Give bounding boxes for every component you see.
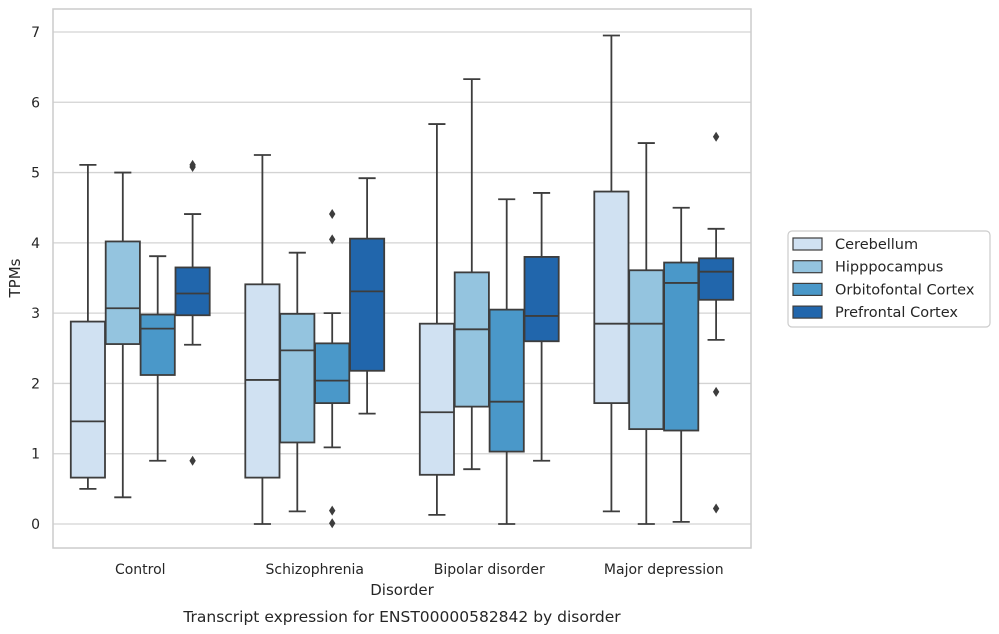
legend: Cerebellum Hipppocampus Orbitofontal Corte… [787, 230, 991, 328]
box-prefrontal-cortex [174, 159, 211, 466]
box [593, 190, 630, 405]
box-prefrontal-cortex [349, 177, 386, 415]
y-tick-label: 0 [31, 517, 40, 533]
series-group [104, 78, 665, 525]
legend-label: Orbitofontal Cortex [835, 282, 975, 298]
box-plot-area [69, 34, 735, 529]
box-orbitofontal-cortex [488, 198, 525, 525]
box-hipppocampus [104, 171, 141, 499]
legend-swatch [792, 282, 823, 296]
outlier-point [329, 518, 336, 529]
outlier-point [712, 386, 720, 397]
y-tick-label: 2 [31, 376, 40, 392]
box [69, 320, 106, 479]
chart-caption: Transcript expression for ENST0000058284… [182, 608, 621, 626]
box-prefrontal-cortex [698, 131, 735, 514]
box [139, 313, 176, 376]
legend-swatch [792, 237, 823, 251]
x-axis-label: Disorder [370, 581, 434, 599]
y-tick-label: 3 [31, 306, 40, 322]
box-cerebellum [69, 163, 106, 490]
series-group [69, 34, 630, 525]
box [349, 237, 386, 372]
y-axis-ticks: 0 1 2 3 4 5 6 7 [31, 25, 40, 533]
x-tick-label: Bipolar disorder [434, 562, 545, 578]
box-prefrontal-cortex [523, 192, 560, 462]
outlier-point [189, 455, 196, 466]
y-tick-label: 5 [31, 166, 40, 182]
x-tick-label: Schizophrenia [266, 562, 364, 578]
box-cerebellum [593, 34, 630, 513]
box-cerebellum [244, 154, 281, 525]
box [174, 266, 211, 317]
outlier-point [712, 503, 720, 514]
box-hipppocampus [279, 251, 316, 513]
box-cerebellum [418, 123, 455, 516]
box [698, 257, 735, 301]
box-orbitofontal-cortex [139, 255, 176, 462]
grid-lines [53, 31, 751, 525]
box [453, 271, 490, 408]
legend-label: Cerebellum [835, 237, 918, 253]
box [104, 240, 141, 345]
box [314, 342, 351, 405]
x-tick-label: Control [115, 562, 166, 578]
box [523, 256, 560, 343]
y-tick-label: 1 [31, 447, 40, 463]
box-orbitofontal-cortex [314, 209, 351, 529]
x-axis-ticks: Control Schizophrenia Bipolar disorder Majo… [115, 562, 724, 578]
series-group [174, 131, 735, 514]
legend-label: Hipppocampus [835, 260, 943, 276]
box-hipppocampus [453, 78, 490, 471]
plot-frame [52, 8, 752, 549]
legend-box [787, 230, 991, 328]
box [628, 269, 665, 431]
outlier-point [329, 234, 336, 245]
legend-swatch [792, 260, 823, 274]
outlier-point [329, 209, 336, 220]
x-tick-label: Major depression [604, 562, 724, 578]
y-axis-label: TPMs [6, 258, 24, 298]
y-tick-label: 4 [31, 236, 40, 252]
outlier-point [329, 505, 336, 516]
box-orbitofontal-cortex [663, 206, 700, 523]
box [663, 261, 700, 432]
box [279, 312, 316, 444]
y-tick-label: 6 [31, 95, 40, 111]
legend-label: Prefrontal Cortex [835, 305, 958, 321]
box [418, 322, 455, 476]
outlier-point [189, 159, 196, 170]
legend-swatch [792, 305, 823, 319]
box [244, 283, 281, 479]
box-hipppocampus [628, 142, 665, 525]
outlier-point [712, 131, 720, 142]
series-group [139, 198, 700, 529]
y-tick-label: 7 [31, 25, 40, 41]
box [488, 308, 525, 453]
